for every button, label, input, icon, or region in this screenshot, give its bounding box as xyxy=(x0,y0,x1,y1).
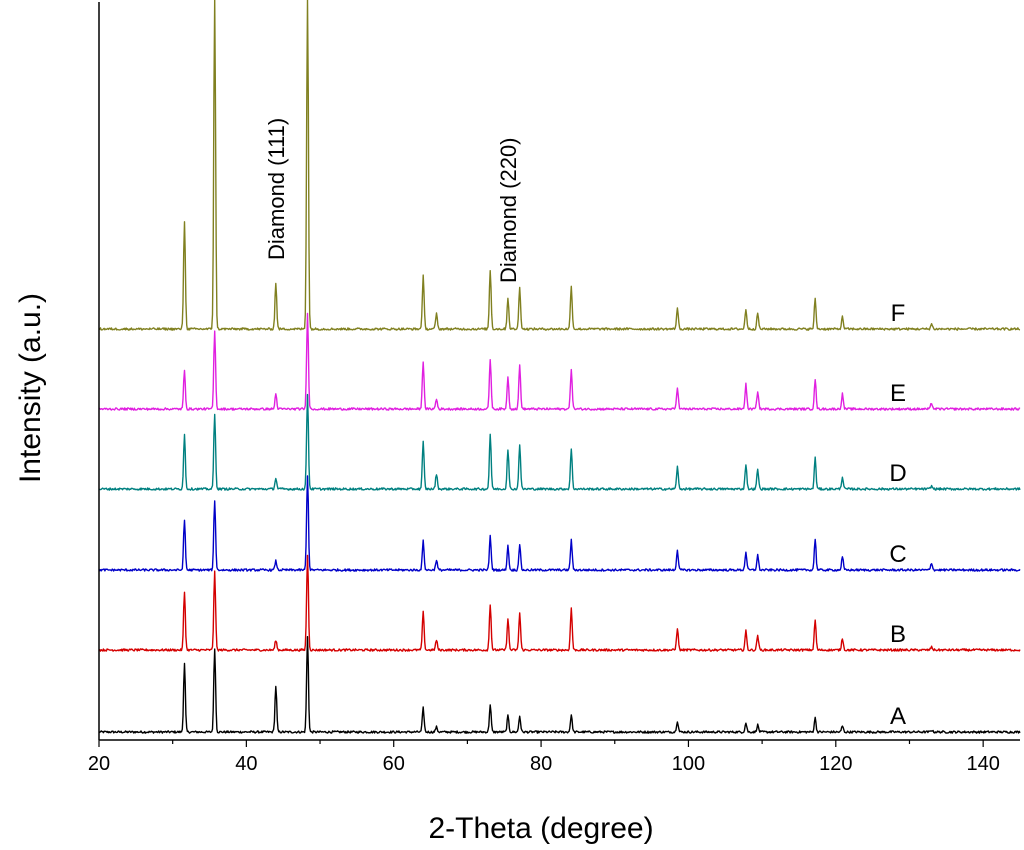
series-C-line xyxy=(98,475,1021,572)
series-D-line xyxy=(98,393,1021,491)
x-axis-ticks: 20 40 60 80 100 120 140 xyxy=(88,740,1000,775)
series-label-D: D xyxy=(889,460,906,487)
series-label-C: C xyxy=(889,541,906,568)
series-E-line xyxy=(98,312,1021,411)
x-axis-title: 2-Theta (degree) xyxy=(428,812,653,845)
series-A-line xyxy=(98,636,1021,734)
x-tick-label: 40 xyxy=(235,753,257,775)
series-label-E: E xyxy=(890,380,906,407)
x-tick-label: 80 xyxy=(530,753,552,775)
series-label-F: F xyxy=(891,300,906,327)
peak-annotation: Diamond (111) xyxy=(264,118,289,260)
x-tick-label: 100 xyxy=(672,753,705,775)
series-traces xyxy=(98,0,1021,734)
y-axis-title: Intensity (a.u.) xyxy=(14,293,47,483)
series-labels: A B C D E F xyxy=(889,300,906,730)
x-tick-label: 60 xyxy=(383,753,405,775)
x-tick-label: 140 xyxy=(966,753,999,775)
peak-annotation: Diamond (220) xyxy=(496,137,521,283)
x-tick-label: 20 xyxy=(88,753,110,775)
peak-annotations: Diamond (111) Diamond (220) xyxy=(264,118,521,283)
series-F-line xyxy=(98,0,1021,331)
series-label-A: A xyxy=(890,703,906,730)
series-label-B: B xyxy=(890,621,906,648)
x-tick-label: 120 xyxy=(819,753,852,775)
series-B-line xyxy=(98,554,1021,652)
